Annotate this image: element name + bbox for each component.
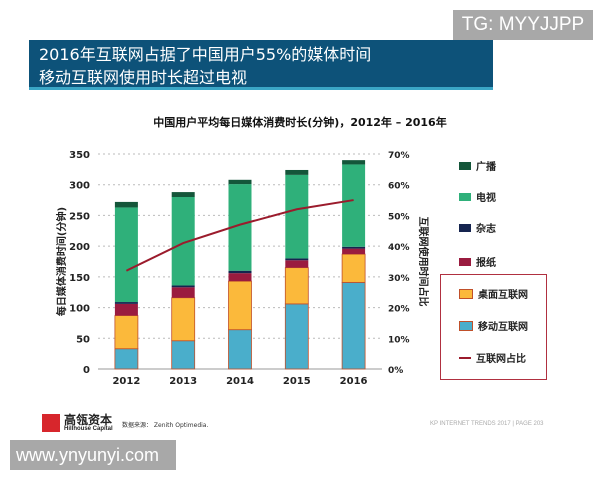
bar-desktop: [171, 297, 196, 342]
y2-tick-label: 50%: [388, 212, 410, 222]
y2-tick-label: 40%: [388, 243, 410, 253]
bar-desktop: [228, 280, 252, 331]
bar-radio: [342, 160, 366, 165]
bar-mobile: [341, 281, 366, 370]
bar-mobile: [114, 348, 139, 370]
bar-mobile: [228, 329, 252, 370]
brand-en: Hillhouse Capital: [64, 426, 113, 432]
legend-label: 桌面互联网: [478, 290, 528, 301]
legend-label: 电视: [476, 193, 496, 204]
legend-swatch: [459, 161, 471, 170]
bar-magazine: [228, 270, 252, 274]
watermark-top: TG: MYYJJPP: [453, 10, 593, 40]
y-tick-label: 0: [83, 365, 90, 376]
y2-tick-label: 20%: [388, 305, 410, 315]
y2-tick-label: 60%: [388, 182, 410, 192]
legend-item-desktop: 桌面互联网: [459, 286, 528, 301]
bar-newspaper: [285, 260, 309, 268]
legend-highlight-box: [440, 274, 547, 380]
legend-label: 移动互联网: [478, 322, 528, 333]
bar-newspaper: [342, 248, 366, 255]
y-axis-label: 每日媒体消费时间(分钟): [55, 207, 68, 316]
legend-item-newspaper: 报纸: [459, 254, 496, 269]
bar-newspaper: [228, 273, 252, 282]
slide-header: 2016年互联网占据了中国用户55%的媒体时间 移动互联网使用时长超过电视: [29, 40, 493, 90]
x-tick-label: 2016: [340, 376, 368, 387]
y2-tick-label: 30%: [388, 274, 410, 284]
legend-label: 报纸: [476, 258, 496, 269]
source-note: 数据来源： Zenith Optimedia.: [122, 422, 209, 429]
legend-swatch: [459, 192, 471, 201]
y-tick-label: 50: [76, 334, 90, 345]
bar-radio: [114, 201, 138, 208]
bar-newspaper: [171, 287, 195, 298]
bar-tv: [285, 174, 309, 259]
watermark-bottom: www.ynyunyi.com: [10, 440, 176, 470]
legend-swatch: [459, 320, 473, 331]
y-tick-label: 350: [69, 150, 90, 161]
legend-swatch: [459, 223, 471, 232]
bar-desktop: [284, 267, 309, 305]
bar-radio: [228, 179, 252, 185]
legend-item-radio: 广播: [459, 158, 496, 173]
x-tick-label: 2015: [283, 376, 311, 387]
bar-newspaper: [114, 303, 138, 316]
bar-radio: [171, 192, 195, 197]
hillhouse-logo: [42, 414, 60, 432]
y-tick-label: 100: [69, 304, 90, 315]
bar-magazine: [342, 246, 366, 249]
y-tick-label: 300: [69, 181, 90, 192]
y2-tick-label: 0%: [388, 366, 403, 376]
bar-desktop: [341, 253, 366, 283]
y2-tick-label: 10%: [388, 335, 410, 345]
legend-item-tv: 电视: [459, 189, 496, 204]
bar-magazine: [285, 258, 309, 261]
bar-radio: [285, 169, 309, 175]
y2-axis-label: 互联网使用时间占比: [417, 217, 430, 307]
legend-label: 杂志: [476, 224, 496, 235]
legend-swatch: [459, 356, 471, 359]
header-line-2: 移动互联网使用时长超过电视: [39, 68, 248, 87]
legend-label: 互联网占比: [476, 354, 526, 365]
chart-title: 中国用户平均每日媒体消费时长(分钟)，2012年 – 2016年: [153, 116, 447, 129]
header-line-1: 2016年互联网占据了中国用户55%的媒体时间: [39, 45, 372, 64]
brand-cn: 高瓴资本: [64, 413, 113, 427]
bar-tv: [171, 197, 195, 286]
x-tick-label: 2013: [169, 376, 197, 387]
legend-item-line: 互联网占比: [459, 350, 526, 365]
bar-mobile: [171, 340, 196, 370]
y-tick-label: 200: [69, 242, 90, 253]
legend-label: 广播: [476, 162, 496, 173]
bar-tv: [342, 164, 366, 247]
y-tick-label: 150: [69, 273, 90, 284]
bar-mobile: [284, 303, 309, 370]
y2-tick-label: 70%: [388, 151, 410, 161]
bar-tv: [114, 207, 138, 303]
legend-swatch: [459, 288, 473, 299]
bar-magazine: [171, 285, 195, 288]
legend-item-magazine: 杂志: [459, 220, 496, 235]
bar-desktop: [114, 315, 139, 350]
x-tick-label: 2012: [112, 376, 140, 387]
legend-swatch: [459, 257, 471, 266]
y-tick-label: 250: [69, 211, 90, 222]
bar-tv: [228, 184, 252, 271]
x-tick-label: 2014: [226, 376, 254, 387]
page-footer: KP INTERNET TRENDS 2017 | PAGE 203: [430, 421, 544, 427]
legend-item-mobile: 移动互联网: [459, 318, 528, 333]
bar-magazine: [114, 302, 138, 304]
